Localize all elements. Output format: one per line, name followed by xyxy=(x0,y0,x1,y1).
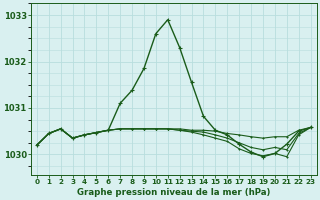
X-axis label: Graphe pression niveau de la mer (hPa): Graphe pression niveau de la mer (hPa) xyxy=(77,188,270,197)
